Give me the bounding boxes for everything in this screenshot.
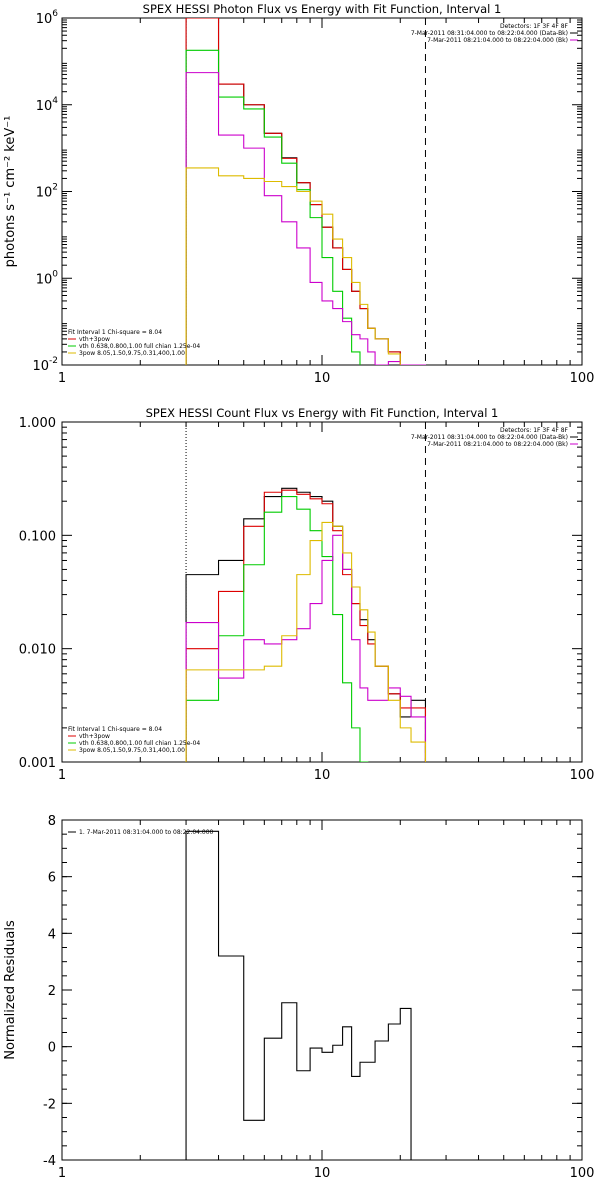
legend-entry: Fit Interval 1 Chi-square = 8.04 — [68, 329, 162, 336]
series-1-step-line — [185, 830, 412, 1160]
x-tick-label: 1 — [58, 1166, 66, 1181]
legend-entry: vth+3pow — [79, 733, 110, 740]
legend-entry: 1. 7-Mar-2011 08:31:04.000 to 08:22:04.0… — [79, 829, 214, 836]
header-line: Detectors: 1F 3F 4F 8F — [500, 427, 569, 434]
series-1-step-line — [185, 487, 427, 762]
chart-2: SPEX HESSI Count Flux vs Energy with Fit… — [19, 406, 595, 783]
header-line: 7-Mar-2011 08:21:04.000 to 08:22:04.000 … — [427, 441, 568, 448]
y-tick-label: 4 — [48, 927, 56, 942]
y-tick-exponent: 6 — [52, 9, 58, 19]
legend-entry: vth 0.638,0.800,1.00 full chian 1.25e-04 — [79, 343, 200, 350]
chart-3: 1 10 100 -4 -2 0 2 4 6 8 Normalized Residuals 1. 7-… — [3, 814, 594, 1181]
x-tick-label: 100 — [570, 1166, 595, 1181]
series-4-step-line — [185, 72, 427, 365]
y-tick-exponent: 0 — [52, 269, 58, 279]
y-tick-base: 10 — [36, 186, 53, 201]
plot-area — [185, 487, 427, 762]
y-tick-label: 104 — [36, 96, 59, 114]
header-line: 7-Mar-2011 08:31:04.000 to 08:22:04.000 … — [411, 434, 568, 441]
y-tick-base: 10 — [36, 272, 53, 287]
series-4-step-line — [185, 534, 427, 762]
y-tick-exponent: 4 — [52, 96, 58, 106]
y-tick-exponent: -2 — [49, 356, 58, 366]
y-tick-label: 106 — [36, 9, 59, 27]
y-tick-label: -4 — [43, 1154, 56, 1169]
y-tick-label: 2 — [48, 984, 56, 999]
x-tick-label: 10 — [314, 768, 331, 783]
y-tick-label: 100 — [36, 269, 59, 287]
y-tick-label: 0.100 — [19, 529, 56, 544]
header-line: Detectors: 1F 3F 4F 8F — [500, 23, 569, 30]
series-2-step-line — [185, 489, 427, 762]
y-tick-base: 10 — [32, 359, 49, 374]
y-tick-label: -2 — [43, 1097, 56, 1112]
plot-frame — [61, 17, 583, 366]
y-tick-label: 0.001 — [19, 756, 56, 771]
y-tick-label: 10-2 — [32, 356, 58, 374]
header-line: 7-Mar-2011 08:31:04.000 to 08:22:04.000 … — [411, 30, 568, 37]
plot-area — [185, 18, 427, 365]
y-axis-label: photons s⁻¹ cm⁻² keV⁻¹ — [3, 116, 18, 268]
series-1-step-line — [185, 18, 412, 365]
x-tick-label: 100 — [570, 371, 595, 386]
legend-entry: vth 0.638,0.800,1.00 full chian 1.25e-04 — [79, 740, 200, 747]
header-line: 7-Mar-2011 08:21:04.000 to 08:22:04.000 … — [427, 37, 568, 44]
legend-entry: vth+3pow — [79, 336, 110, 343]
x-tick-label: 10 — [314, 371, 331, 386]
plot-area — [185, 830, 412, 1160]
y-tick-base: 10 — [36, 12, 53, 27]
legend-entry: 3pow 8.05,1.50,9.75,0.31,400,1.00 — [79, 747, 185, 754]
series-2-step-line — [185, 18, 412, 365]
plot-frame — [61, 819, 583, 1161]
x-tick-label: 10 — [314, 1166, 331, 1181]
y-axis-label: Normalized Residuals — [3, 920, 18, 1060]
chart-title: SPEX HESSI Count Flux vs Energy with Fit… — [146, 406, 499, 420]
series-5-step-line — [185, 521, 427, 762]
y-tick-base: 10 — [36, 99, 53, 114]
legend-entry: 3pow 8.05,1.50,9.75,0.31,400,1.00 — [79, 350, 185, 357]
y-tick-label: 102 — [36, 183, 58, 201]
x-tick-label: 1 — [58, 768, 66, 783]
chart-1: SPEX HESSI Photon Flux vs Energy with Fi… — [3, 2, 595, 386]
series-3-step-line — [185, 49, 361, 365]
chart-title: SPEX HESSI Photon Flux vs Energy with Fi… — [143, 2, 502, 16]
y-tick-label: 1.000 — [19, 416, 56, 431]
y-tick-exponent: 2 — [52, 183, 58, 193]
series-3-step-line — [185, 495, 369, 762]
x-tick-label: 1 — [58, 371, 66, 386]
y-tick-label: 6 — [48, 871, 56, 886]
y-tick-label: 8 — [48, 814, 56, 829]
y-tick-label: 0.010 — [19, 643, 56, 658]
x-tick-label: 100 — [570, 768, 595, 783]
y-tick-label: 0 — [48, 1041, 56, 1056]
series-5-step-line — [185, 167, 401, 365]
legend-entry: Fit Interval 1 Chi-square = 8.04 — [68, 726, 162, 733]
